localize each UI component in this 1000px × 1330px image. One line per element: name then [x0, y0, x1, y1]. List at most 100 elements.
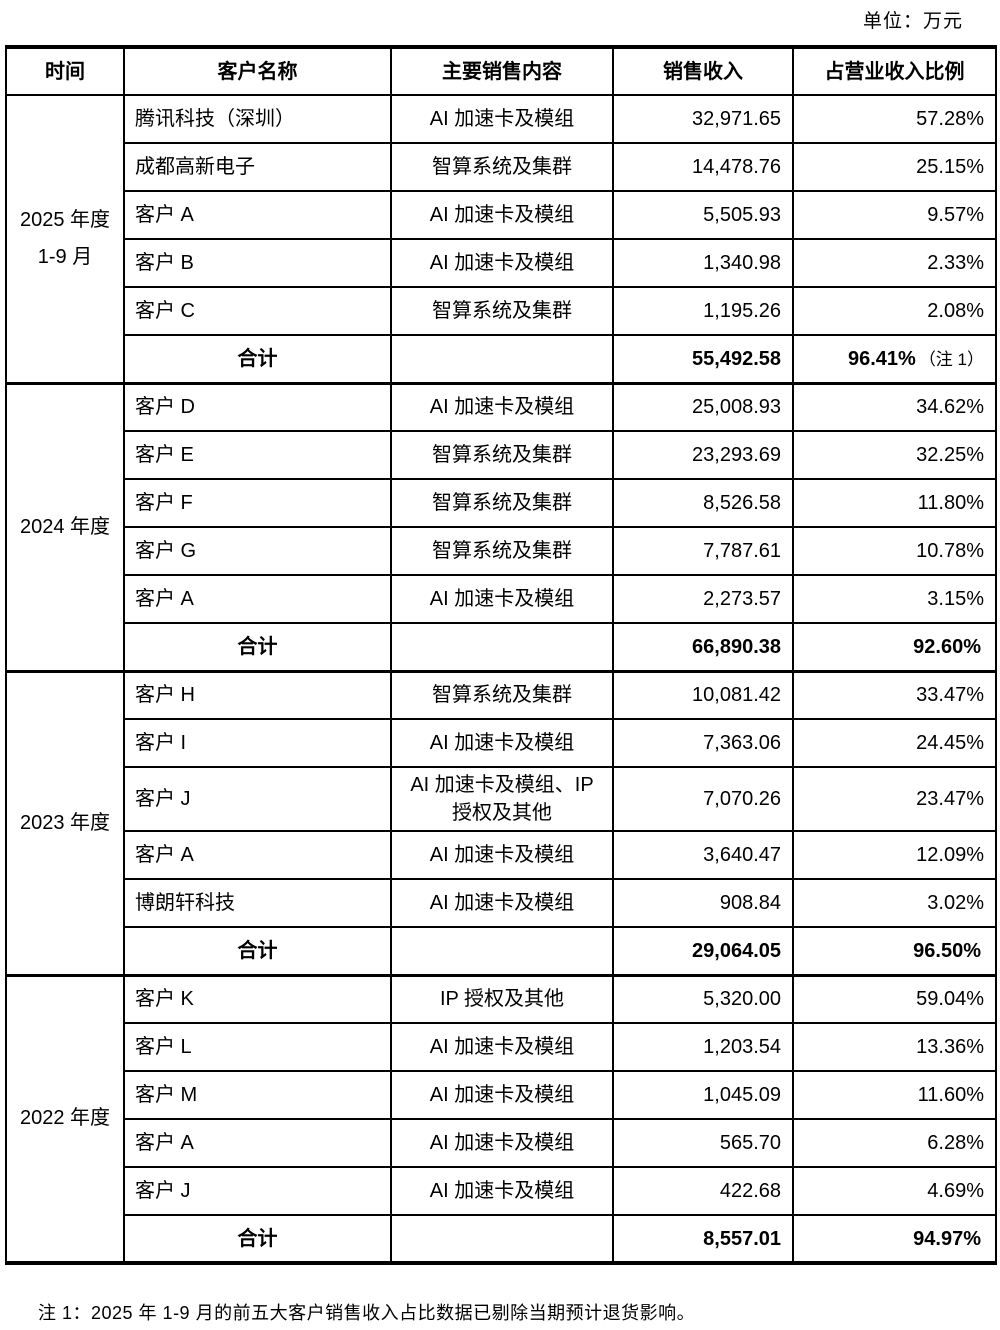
revenue-cell: 7,070.26: [612, 766, 794, 832]
ratio-cell: 2.33%: [792, 238, 997, 288]
customer-cell: 客户 K: [123, 973, 392, 1024]
total-ratio-cell: 96.50%: [792, 926, 997, 976]
table-row: 客户 A AI 加速卡及模组 3,640.47 12.09%: [6, 830, 997, 880]
table-row: 客户 L AI 加速卡及模组 1,203.54 13.36%: [6, 1022, 997, 1072]
total-revenue-cell: 66,890.38: [612, 622, 794, 672]
period-line: 1-9 月: [37, 245, 93, 268]
revenue-cell: 2,273.57: [612, 574, 794, 624]
period-cell: 2022 年度: [5, 973, 125, 1264]
ratio-cell: 34.62%: [792, 381, 997, 432]
total-content-cell-empty: [390, 926, 614, 976]
revenue-cell: 422.68: [612, 1166, 794, 1216]
total-revenue-cell: 8,557.01: [612, 1214, 794, 1264]
top-customers-table: 时间 客户名称 主要销售内容 销售收入 占营业收入比例 2025 年度 1-9 月…: [5, 45, 997, 1265]
revenue-cell: 565.70: [612, 1118, 794, 1168]
period-line: 2022 年度: [19, 1107, 111, 1130]
customer-cell: 客户 A: [123, 190, 392, 240]
content-cell: AI 加速卡及模组: [390, 1118, 614, 1168]
column-header-period: 时间: [5, 46, 125, 96]
content-cell: 智算系统及集群: [390, 478, 614, 528]
customer-cell: 客户 J: [123, 766, 392, 832]
table-row: 2023 年度 客户 H 智算系统及集群 10,081.42 33.47%: [5, 669, 997, 976]
total-ratio-value: 96.41%: [847, 347, 916, 370]
customer-cell: 客户 E: [123, 430, 392, 480]
total-ratio-value: 94.97%: [913, 1227, 981, 1250]
customer-cell: 博朗轩科技: [123, 878, 392, 928]
total-row: 合计 66,890.38 92.60%: [6, 622, 997, 672]
table-row: 2024 年度 客户 D AI 加速卡及模组 25,008.93 34.62%: [5, 381, 997, 672]
table-row: 客户 E 智算系统及集群 23,293.69 32.25%: [6, 430, 997, 480]
revenue-cell: 14,478.76: [612, 142, 794, 192]
content-cell: 智算系统及集群: [390, 430, 614, 480]
table-row: 客户 B AI 加速卡及模组 1,340.98 2.33%: [6, 238, 997, 288]
ratio-cell: 33.47%: [792, 669, 997, 720]
content-cell: AI 加速卡及模组: [390, 878, 614, 928]
column-header-ratio: 占营业收入比例: [792, 46, 997, 96]
period-cell: 2024 年度: [5, 381, 125, 672]
revenue-cell: 908.84: [612, 878, 794, 928]
column-header-content: 主要销售内容: [390, 46, 614, 96]
revenue-cell: 10,081.42: [612, 669, 794, 720]
content-cell: AI 加速卡及模组、IP 授权及其他: [390, 766, 614, 832]
period-line: 2025 年度: [19, 208, 111, 231]
table-row: 成都高新电子 智算系统及集群 14,478.76 25.15%: [6, 142, 997, 192]
content-cell: AI 加速卡及模组: [390, 381, 614, 432]
total-row: 合计 29,064.05 96.50%: [6, 926, 997, 976]
period-line: 2024 年度: [19, 515, 111, 538]
table-row: 客户 A AI 加速卡及模组 2,273.57 3.15%: [6, 574, 997, 624]
customer-cell: 客户 M: [123, 1070, 392, 1120]
table-row: 客户 G 智算系统及集群 7,787.61 10.78%: [6, 526, 997, 576]
customer-cell: 客户 A: [123, 574, 392, 624]
table-row: 客户 C 智算系统及集群 1,195.26 2.08%: [6, 286, 997, 336]
revenue-cell: 5,320.00: [612, 973, 794, 1024]
content-cell: 智算系统及集群: [390, 526, 614, 576]
revenue-cell: 8,526.58: [612, 478, 794, 528]
period-line: 2023 年度: [19, 811, 111, 834]
revenue-cell: 1,045.09: [612, 1070, 794, 1120]
table-row: 客户 J AI 加速卡及模组 422.68 4.69%: [6, 1166, 997, 1216]
total-row: 合计 8,557.01 94.97%: [6, 1214, 997, 1264]
table-row: 客户 F 智算系统及集群 8,526.58 11.80%: [6, 478, 997, 528]
ratio-cell: 12.09%: [792, 830, 997, 880]
content-cell: 智算系统及集群: [390, 142, 614, 192]
customer-cell: 成都高新电子: [123, 142, 392, 192]
table-row: 客户 I AI 加速卡及模组 7,363.06 24.45%: [6, 718, 997, 768]
table-row: 客户 J AI 加速卡及模组、IP 授权及其他 7,070.26 23.47%: [6, 766, 997, 832]
ratio-cell: 59.04%: [792, 973, 997, 1024]
table-body: 2025 年度 1-9 月 腾讯科技（深圳） AI 加速卡及模组 32,971.65 57…: [5, 94, 997, 1264]
column-header-customer: 客户名称: [123, 46, 392, 96]
content-cell: AI 加速卡及模组: [390, 1070, 614, 1120]
customer-cell: 客户 A: [123, 830, 392, 880]
unit-label: 单位：万元: [862, 11, 963, 32]
total-content-cell-empty: [390, 1214, 614, 1264]
content-cell: IP 授权及其他: [390, 973, 614, 1024]
ratio-cell: 11.60%: [792, 1070, 997, 1120]
total-content-cell-empty: [390, 334, 614, 384]
total-label-cell: 合计: [123, 622, 392, 672]
revenue-cell: 7,363.06: [612, 718, 794, 768]
total-ratio-note: （注 1）: [918, 349, 984, 369]
content-cell: 智算系统及集群: [390, 669, 614, 720]
total-ratio-value: 96.50%: [913, 939, 981, 962]
customer-cell: 客户 F: [123, 478, 392, 528]
ratio-cell: 57.28%: [792, 94, 997, 144]
content-cell: AI 加速卡及模组: [390, 1166, 614, 1216]
period-cell: 2023 年度: [5, 669, 125, 976]
customer-cell: 客户 D: [123, 381, 392, 432]
total-content-cell-empty: [390, 622, 614, 672]
ratio-cell: 25.15%: [792, 142, 997, 192]
ratio-cell: 6.28%: [792, 1118, 997, 1168]
ratio-cell: 23.47%: [792, 766, 997, 832]
content-cell: AI 加速卡及模组: [390, 238, 614, 288]
period-cell: 2025 年度 1-9 月: [5, 94, 125, 384]
total-label-cell: 合计: [123, 1214, 392, 1264]
customer-cell: 腾讯科技（深圳）: [123, 94, 392, 144]
revenue-cell: 32,971.65: [612, 94, 794, 144]
table-row: 2025 年度 1-9 月 腾讯科技（深圳） AI 加速卡及模组 32,971.65 57…: [5, 94, 997, 384]
ratio-cell: 2.08%: [792, 286, 997, 336]
revenue-cell: 5,505.93: [612, 190, 794, 240]
table-row: 客户 M AI 加速卡及模组 1,045.09 11.60%: [6, 1070, 997, 1120]
content-cell: 智算系统及集群: [390, 286, 614, 336]
content-cell: AI 加速卡及模组: [390, 190, 614, 240]
